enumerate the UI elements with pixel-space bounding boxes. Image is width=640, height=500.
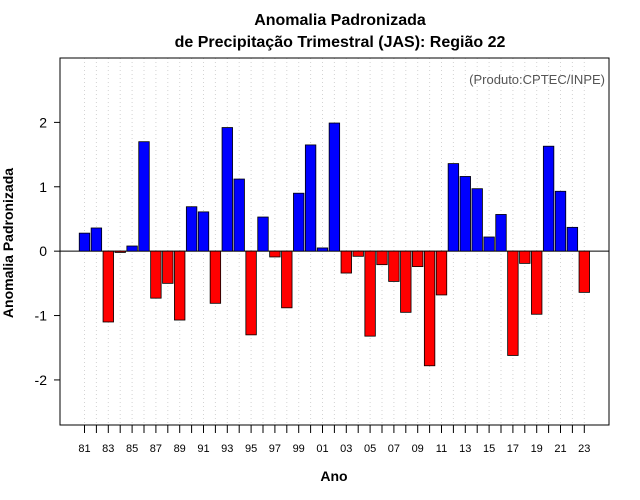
bar-99 [293, 192, 305, 252]
y-tick-label: -1 [35, 308, 48, 324]
x-tick-label: 93 [221, 443, 233, 455]
x-tick-label: 09 [412, 443, 424, 455]
y-tick-label: 2 [39, 114, 47, 130]
x-tick-label: 89 [174, 443, 186, 455]
bar-95 [245, 250, 257, 336]
bar-17 [507, 250, 519, 356]
bar-91 [197, 211, 210, 252]
x-tick-label: 07 [388, 443, 400, 455]
x-tick-label: 21 [554, 443, 566, 455]
y-tick-label: 0 [39, 243, 47, 259]
x-tick-label: 03 [340, 443, 352, 455]
bar-09 [412, 250, 424, 268]
bar-84 [114, 250, 126, 253]
bar-88 [162, 250, 174, 284]
bar-93 [221, 127, 233, 252]
bar-86 [138, 141, 150, 252]
bar-14 [471, 188, 483, 252]
bar-11 [435, 250, 448, 296]
x-tick-label: 15 [483, 443, 495, 455]
y-tick-label: 1 [39, 179, 47, 195]
bar-96 [257, 216, 269, 252]
x-tick-label: 99 [293, 443, 305, 455]
bar-82 [90, 227, 103, 252]
bar-07 [388, 250, 400, 282]
credit-label: (Produto:CPTEC/INPE) [469, 72, 605, 87]
y-axis-label: Anomalia Padronizada [0, 168, 16, 318]
bar-23 [578, 250, 590, 293]
bars [78, 122, 590, 367]
x-tick-label: 19 [531, 443, 543, 455]
bar-20 [542, 145, 555, 252]
x-tick-label: 95 [245, 443, 257, 455]
x-tick-label: 85 [126, 443, 138, 455]
bar-22 [566, 226, 579, 252]
bar-87 [150, 250, 162, 299]
x-tick-label: 83 [102, 443, 114, 455]
x-tick-label: 87 [150, 443, 162, 455]
bar-98 [281, 250, 293, 309]
bar-13 [459, 176, 471, 252]
bar-00 [304, 144, 317, 252]
bar-08 [400, 250, 412, 313]
y-tick-label: -2 [35, 372, 48, 388]
bar-89 [174, 250, 186, 321]
x-tick-label: 97 [269, 443, 281, 455]
bar-21 [554, 190, 567, 252]
bar-18 [519, 250, 531, 264]
x-tick-label: 11 [436, 443, 447, 455]
bar-92 [209, 250, 222, 304]
bar-90 [185, 206, 198, 252]
x-axis-label: Ano [320, 468, 347, 484]
chart-title: Anomalia Padronizada [254, 12, 426, 29]
bar-04 [352, 250, 364, 257]
bar-19 [531, 250, 543, 315]
x-tick-label: 23 [578, 443, 590, 455]
x-tick-label: 01 [316, 443, 328, 455]
x-tick-label: 05 [364, 443, 376, 455]
x-tick-label: 91 [197, 443, 209, 455]
bar-85 [126, 245, 138, 252]
bar-16 [495, 214, 507, 252]
chart-subtitle: de Precipitação Trimestral (JAS): Região… [175, 34, 506, 51]
bar-83 [102, 250, 114, 323]
bar-02 [328, 122, 341, 252]
bar-12 [447, 163, 460, 252]
x-tick-label: 13 [459, 443, 471, 455]
bar-94 [233, 178, 245, 252]
bar-10 [423, 250, 436, 367]
y-axis: -2 -1 0 1 2 [35, 114, 60, 388]
bar-81 [78, 232, 91, 252]
bar-06 [376, 250, 388, 266]
x-axis: 81 83 85 87 89 91 93 95 97 99 01 03 05 07 09 11 13 15 17 19… [78, 425, 590, 455]
bar-15 [483, 236, 495, 252]
x-tick-label: 81 [78, 443, 90, 455]
bar-05 [364, 250, 376, 337]
bar-01 [316, 247, 329, 252]
bar-03 [340, 250, 352, 274]
x-tick-label: 17 [507, 443, 519, 455]
bar-97 [269, 250, 281, 258]
